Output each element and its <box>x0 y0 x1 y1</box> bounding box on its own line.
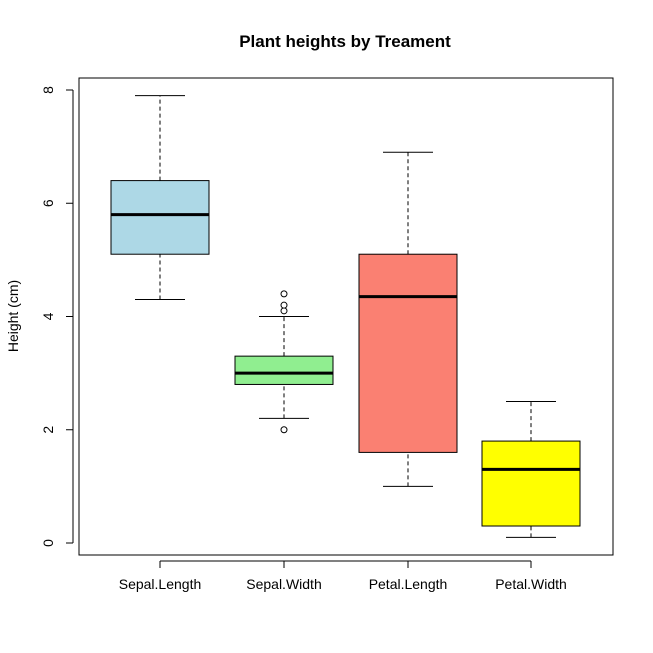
y-axis-label: Height (cm) <box>5 280 21 352</box>
x-axis: Sepal.Length Sepal.Width Petal.Length Petal… <box>119 560 567 592</box>
chart-title: Plant heights by Treament <box>239 32 451 51</box>
outlier-1-2 <box>280 301 288 309</box>
y-tick-label-0: 0 <box>40 539 56 547</box>
boxes <box>110 95 581 538</box>
iqr-box-2 <box>358 253 458 453</box>
plot-frame <box>78 77 614 556</box>
outlier-1-0 <box>280 426 288 434</box>
y-tick-label-2: 4 <box>40 312 56 320</box>
x-tick-label-1: Sepal.Width <box>246 576 321 592</box>
y-tick-label-3: 6 <box>40 199 56 207</box>
iqr-box-3 <box>481 440 581 527</box>
y-axis: 0 2 4 6 8 <box>40 86 74 547</box>
y-tick-label-4: 8 <box>40 86 56 94</box>
x-tick-label-0: Sepal.Length <box>119 576 202 592</box>
outlier-1-1 <box>280 307 288 315</box>
iqr-box-1 <box>234 355 334 385</box>
box-0 <box>110 95 210 301</box>
box-3 <box>481 400 581 538</box>
x-tick-label-3: Petal.Width <box>495 576 567 592</box>
outlier-1-3 <box>280 290 288 298</box>
box-1 <box>234 290 334 434</box>
box-2 <box>358 151 458 487</box>
x-tick-label-2: Petal.Length <box>369 576 448 592</box>
iqr-box-0 <box>110 180 210 255</box>
y-tick-label-1: 2 <box>40 426 56 434</box>
